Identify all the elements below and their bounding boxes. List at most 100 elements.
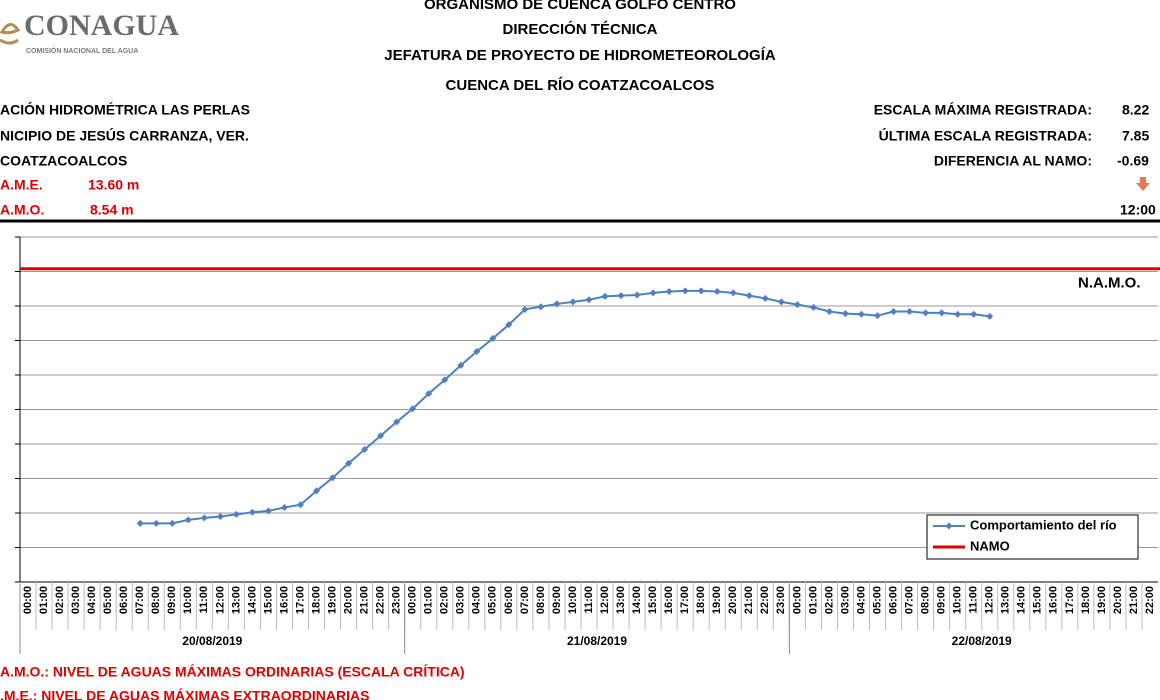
x-tick-label: 18:00	[310, 586, 322, 614]
data-point	[890, 308, 898, 316]
x-tick-label: 15:00	[647, 586, 659, 614]
data-point	[313, 487, 321, 495]
data-point	[537, 303, 545, 311]
level-label: A.M.O.	[0, 202, 44, 218]
data-point	[713, 288, 721, 296]
data-point	[248, 508, 256, 516]
station-info: ACIÓN HIDROMÉTRICA LAS PERLAS	[0, 101, 250, 118]
x-tick-label: 01:00	[423, 586, 435, 614]
data-point	[906, 308, 914, 316]
title: JEFATURA DE PROYECTO DE HIDROMETEOROLOGÍ…	[384, 47, 776, 64]
data-point	[841, 310, 849, 318]
x-tick-label: 12:00	[984, 586, 996, 614]
down-arrow	[1136, 177, 1150, 191]
day-label: 20/08/2019	[182, 634, 242, 648]
data-point	[232, 510, 240, 518]
x-tick-label: 06:00	[887, 586, 899, 614]
data-point	[809, 303, 817, 311]
x-tick-label: 14:00	[1016, 586, 1028, 614]
x-tick-label: 09:00	[551, 586, 563, 614]
data-point	[393, 418, 401, 426]
x-tick-label: 00:00	[407, 586, 419, 614]
x-tick-label: 16:00	[1048, 586, 1060, 614]
x-tick-label: 08:00	[150, 586, 162, 614]
data-point	[697, 287, 705, 295]
info-value: -0.69	[1117, 153, 1149, 169]
data-point	[361, 446, 369, 454]
info-value: 7.85	[1122, 128, 1149, 144]
x-tick-label: 00:00	[791, 586, 803, 614]
data-point	[264, 507, 272, 515]
x-tick-label: 05:00	[102, 586, 114, 614]
legend-label: NAMO	[970, 538, 1010, 553]
data-point	[345, 459, 353, 467]
data-point	[649, 289, 657, 297]
data-point	[441, 376, 449, 384]
level-label: A.M.E.	[0, 177, 43, 193]
data-point	[457, 361, 465, 369]
data-point	[569, 298, 577, 306]
x-tick-label: 06:00	[118, 586, 130, 614]
x-tick-label: 01:00	[807, 586, 819, 614]
x-tick-label: 04:00	[86, 586, 98, 614]
x-tick-label: 09:00	[936, 586, 948, 614]
x-tick-label: 06:00	[503, 586, 515, 614]
x-tick-label: 11:00	[198, 586, 210, 614]
legend-box	[926, 514, 1139, 560]
logo-subtitle: COMISIÓN NACIONAL DEL AGUA	[26, 46, 138, 55]
data-point	[489, 334, 497, 342]
x-tick-label: 10:00	[567, 586, 579, 614]
data-point	[777, 298, 785, 306]
data-point	[329, 474, 337, 482]
data-point	[152, 519, 160, 527]
x-tick-label: 05:00	[871, 586, 883, 614]
x-tick-label: 03:00	[839, 586, 851, 614]
data-point	[793, 301, 801, 309]
x-tick-label: 13:00	[230, 586, 242, 614]
x-tick-label: 19:00	[711, 586, 723, 614]
x-tick-label: 08:00	[919, 586, 931, 614]
data-point	[377, 432, 385, 440]
data-point	[665, 288, 673, 296]
x-tick-label: 15:00	[1032, 586, 1044, 614]
x-tick-label: 17:00	[294, 586, 306, 614]
x-tick-label: 16:00	[663, 586, 675, 614]
x-tick-label: 07:00	[134, 586, 146, 614]
x-tick-label: 02:00	[439, 586, 451, 614]
level-value: 13.60 m	[88, 177, 139, 193]
x-tick-label: 03:00	[70, 586, 82, 614]
x-tick-label: 17:00	[679, 586, 691, 614]
x-tick-label: 00:00	[22, 586, 34, 614]
x-tick-label: 19:00	[1096, 586, 1108, 614]
station-info: NICIPIO DE JESÚS CARRANZA, VER.	[0, 127, 249, 144]
data-point	[617, 292, 625, 300]
level-value: 8.54 m	[90, 202, 134, 218]
data-point	[857, 310, 865, 318]
data-point	[745, 292, 753, 300]
data-point	[954, 310, 962, 318]
x-tick-label: 13:00	[1000, 586, 1012, 614]
data-point	[168, 519, 176, 527]
x-tick-label: 09:00	[166, 586, 178, 614]
data-point	[280, 503, 288, 511]
title: DIRECCIÓN TÉCNICA	[502, 20, 657, 38]
x-tick-label: 02:00	[823, 586, 835, 614]
info-label: ÚLTIMA ESCALA REGISTRADA:	[879, 127, 1092, 144]
logo: CONAGUA COMISIÓN NACIONAL DEL AGUA	[0, 9, 179, 55]
logo-text: CONAGUA	[24, 9, 179, 42]
data-point	[681, 287, 689, 295]
data-point	[216, 512, 224, 520]
x-tick-label: 08:00	[535, 586, 547, 614]
x-tick-label: 21:00	[1128, 586, 1140, 614]
x-tick-label: 21:00	[743, 586, 755, 614]
x-tick-label: 11:00	[583, 586, 595, 614]
x-tick-label: 22:00	[375, 586, 387, 614]
data-point	[970, 310, 978, 318]
x-tick-label: 04:00	[471, 586, 483, 614]
data-point	[136, 519, 144, 527]
x-tick-label: 21:00	[359, 586, 371, 614]
data-point	[825, 308, 833, 316]
info-label: ESCALA MÁXIMA REGISTRADA:	[874, 102, 1092, 118]
title: CUENCA DEL RÍO COATZACOALCOS	[446, 77, 715, 94]
